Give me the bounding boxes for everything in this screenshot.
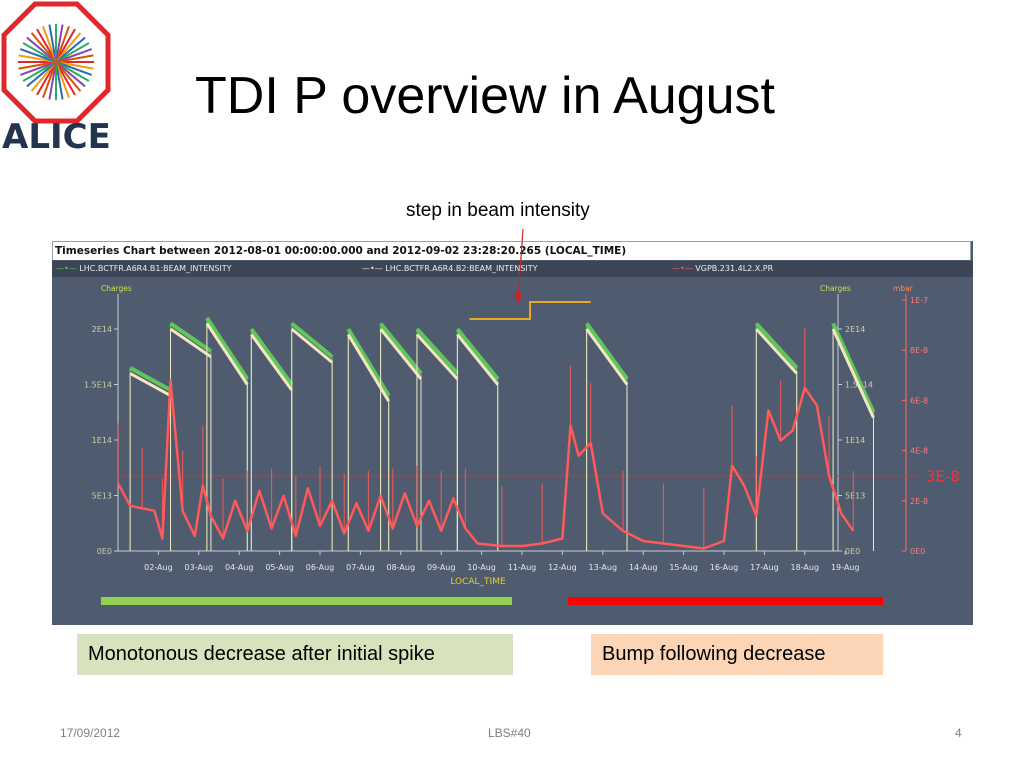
legend-entry-b1: —•— LHC.BCTFR.A6R4.B1:BEAM_INTENSITY [56,264,232,273]
footer-center: LBS#40 [488,726,531,740]
footer-page-number: 4 [955,726,962,740]
step-annotation-label: step in beam intensity [406,200,590,221]
chart-panel: Timeseries Chart between 2012-08-01 00:0… [52,241,973,625]
right-observation-box: Bump following decrease [591,634,883,675]
slide-title: TDI P overview in August [195,67,775,125]
alice-logo: ALICE [1,1,111,157]
left-observation-box: Monotonous decrease after initial spike [77,634,513,675]
legend-entry-b2: —•— LHC.BCTFR.A6R4.B2:BEAM_INTENSITY [362,264,538,273]
chart-legend: —•— LHC.BCTFR.A6R4.B1:BEAM_INTENSITY —•—… [52,261,973,277]
logo-text: ALICE [2,117,111,157]
chart-title: Timeseries Chart between 2012-08-01 00:0… [52,241,971,260]
footer-date: 17/09/2012 [60,726,121,740]
legend-entry-vacuum: —•— VGPB.231.4L2.X.PR [672,264,774,273]
